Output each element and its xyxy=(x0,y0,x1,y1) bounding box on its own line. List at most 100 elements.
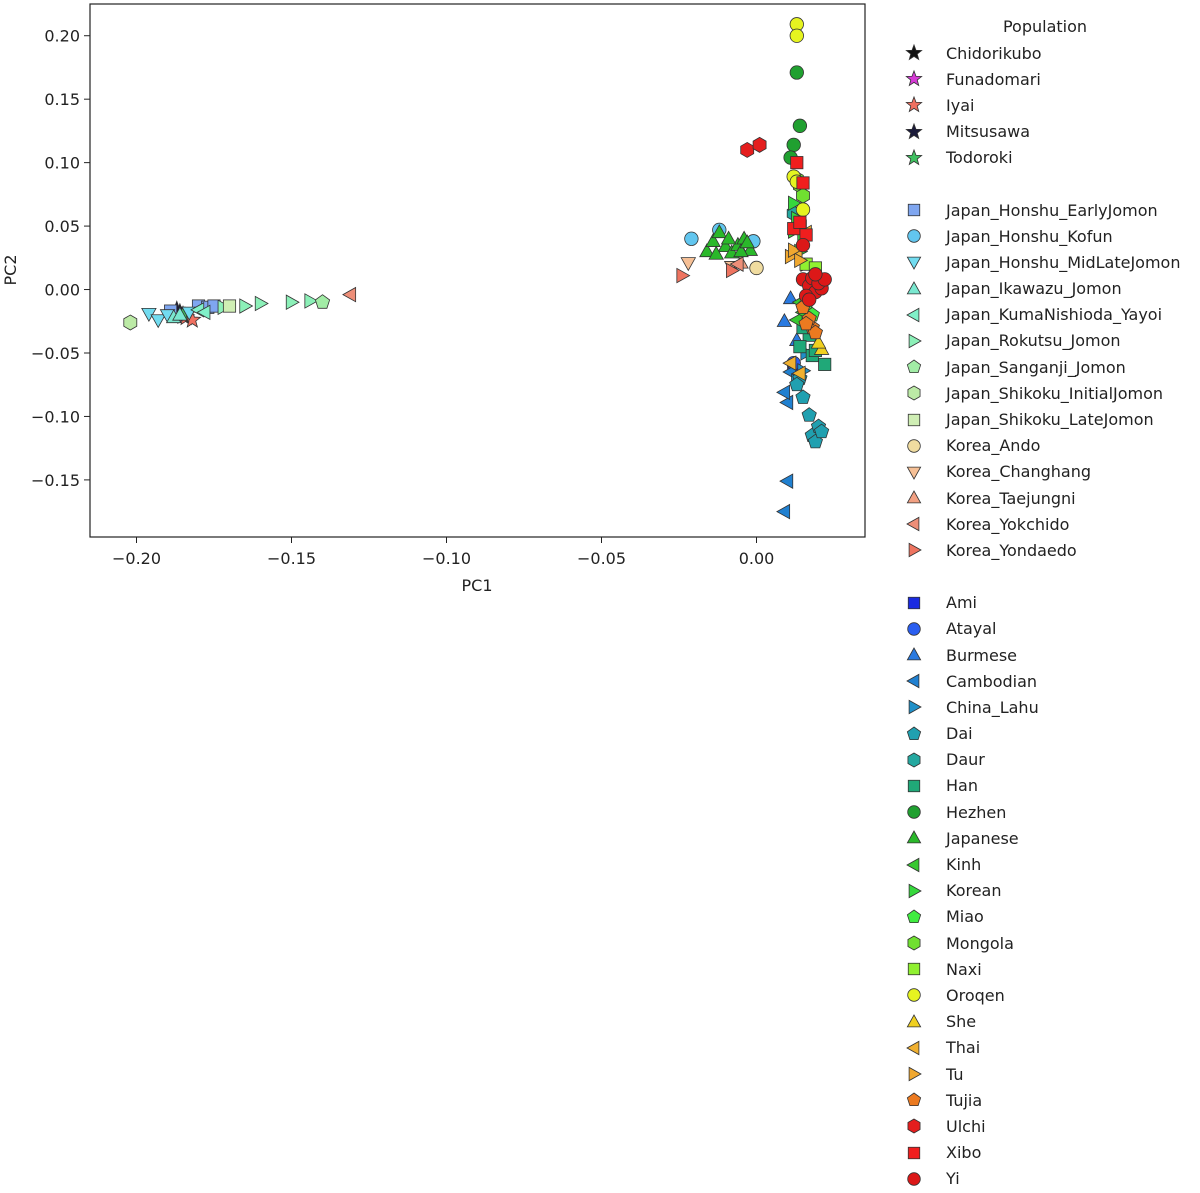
point-japanese-7 xyxy=(742,241,759,256)
legend-item-korea-ando: Korea_Ando xyxy=(900,433,1200,459)
y-tick-label-1: −0.10 xyxy=(31,407,80,426)
y-tick-label-5: 0.10 xyxy=(44,154,80,173)
legend-item-japan-honshu-midlatejomon: Japan_Honshu_MidLateJomon xyxy=(900,249,1200,275)
legend-item-burmese: Burmese xyxy=(900,642,1200,668)
x-axis-label: PC1 xyxy=(462,576,493,595)
legend-item-atayal: Atayal xyxy=(900,616,1200,642)
legend-item-korea-yokchido: Korea_Yokchido xyxy=(900,511,1200,537)
legend-label: She xyxy=(946,1012,977,1032)
legend-label: Japan_KumaNishioda_Yayoi xyxy=(946,305,1163,325)
legend-label: Tujia xyxy=(946,1090,983,1110)
legend-label: Daur xyxy=(946,750,985,770)
point-japan-shikoku-latejomon-0 xyxy=(222,299,237,313)
legend-marker-china-lahu xyxy=(908,700,922,715)
legend-label: Korea_Taejungni xyxy=(946,488,1076,508)
y-tick-label-0: −0.15 xyxy=(31,471,80,490)
legend-item-funadomari: Funadomari xyxy=(900,66,1200,92)
legend-marker-she xyxy=(906,1013,922,1027)
legend-marker-todoroki xyxy=(905,148,923,166)
legend-label: Thai xyxy=(946,1038,981,1058)
legend-label: China_Lahu xyxy=(946,697,1039,717)
legend-marker-japan-honshu-midlatejomon xyxy=(906,257,922,271)
legend-item-she: She xyxy=(900,1009,1200,1035)
legend-item-miao: Miao xyxy=(900,904,1200,930)
legend-item-han: Han xyxy=(900,773,1200,799)
legend-item-japan-honshu-kofun: Japan_Honshu_Kofun xyxy=(900,223,1200,249)
plot-frame xyxy=(89,3,866,538)
legend-marker-chidorikubo xyxy=(905,43,923,61)
point-japanese-8 xyxy=(708,245,725,260)
legend-marker-burmese xyxy=(906,647,922,661)
legend-label: Tu xyxy=(946,1064,964,1084)
point-thai-0 xyxy=(782,355,797,371)
point-japanese-1 xyxy=(705,232,721,247)
legend-title: Population xyxy=(1002,17,1088,36)
legend-label: Japan_Shikoku_LateJomon xyxy=(946,410,1154,430)
legend-label: Kinh xyxy=(946,855,982,875)
legend-marker-japan-honshu-earlyjomon xyxy=(907,203,921,217)
legend-label: Japan_Honshu_MidLateJomon xyxy=(946,252,1181,272)
pca-scatter-chart: −0.20 −0.15 −0.10 −0.05 0.00 −0.15 −0.10 −0.05 0… xyxy=(1,3,866,595)
legend-marker-funadomari xyxy=(905,70,923,87)
legend-label: Japan_Sanganji_Jomon xyxy=(946,357,1126,377)
point-japanese-9 xyxy=(720,230,737,245)
legend-item-korea-changhang: Korea_Changhang xyxy=(900,459,1200,485)
legend-item-daur: Daur xyxy=(900,747,1200,773)
point-dai-4 xyxy=(801,407,817,422)
legend-item-ami: Ami xyxy=(900,590,1200,616)
y-tick-label-7: 0.20 xyxy=(44,27,80,46)
legend-marker-tu xyxy=(908,1066,922,1082)
legend-marker-mongola xyxy=(907,935,921,951)
legend-label: Korea_Yondaedo xyxy=(946,540,1077,560)
y-tick-label-4: 0.05 xyxy=(44,217,80,236)
x-tick-label-1: −0.15 xyxy=(267,549,316,568)
legend-label: Cambodian xyxy=(946,671,1038,691)
point-tu-2 xyxy=(788,242,803,259)
legend-marker-mitsusawa xyxy=(905,122,923,140)
point-tu-1 xyxy=(794,252,809,269)
y-tick-label-2: −0.05 xyxy=(31,344,80,363)
legend-marker-ulchi xyxy=(907,1118,921,1134)
point-japan-rokutsu-jomon-2 xyxy=(254,295,269,312)
legend-items: Chidorikubo Funadomari Iyai Mitsusawa Todoro… xyxy=(900,40,1200,1192)
point-japan-shikoku-initialjomon-0 xyxy=(123,314,138,331)
point-dai-5 xyxy=(795,389,811,404)
legend-marker-japan-sanganji-jomon xyxy=(906,359,922,374)
legend-item-naxi: Naxi xyxy=(900,956,1200,982)
legend-marker-japan-shikoku-latejomon xyxy=(907,413,921,426)
point-hezhen-1 xyxy=(792,118,808,133)
legend-marker-thai xyxy=(906,1040,920,1056)
legend-marker-naxi xyxy=(907,963,921,976)
point-cambodian-3 xyxy=(776,384,791,401)
legend-marker-tujia xyxy=(906,1092,922,1107)
point-thai-1 xyxy=(791,365,806,382)
legend-item-oroqen: Oroqen xyxy=(900,982,1200,1008)
point-japan-sanganji-jomon-0 xyxy=(314,294,331,309)
legend-label: Japanese xyxy=(946,828,1019,848)
legend-label: Korean xyxy=(946,881,1002,901)
point-yi-9 xyxy=(795,237,811,253)
point-korea-yondaedo-1 xyxy=(726,262,741,279)
legend-marker-daur xyxy=(907,752,921,768)
point-yi-8 xyxy=(802,292,817,307)
legend-marker-atayal xyxy=(907,622,921,636)
legend-marker-japan-honshu-kofun xyxy=(907,229,921,243)
y-tick-label-6: 0.15 xyxy=(44,90,80,109)
legend-label: Han xyxy=(946,776,978,796)
legend-label: Korea_Yokchido xyxy=(946,514,1070,534)
legend-label: Japan_Ikawazu_Jomon xyxy=(946,279,1122,299)
legend-item-japan-ikawazu-jomon: Japan_Ikawazu_Jomon xyxy=(900,276,1200,302)
legend-item-japan-kumanishioda-yayoi: Japan_KumaNishioda_Yayoi xyxy=(900,302,1200,328)
legend-label: Yi xyxy=(946,1169,960,1189)
point-japan-rokutsu-jomon-3 xyxy=(285,294,300,311)
legend-gap xyxy=(900,564,1200,590)
point-japan-rokutsu-jomon-1 xyxy=(239,298,254,314)
legend-item-japan-honshu-earlyjomon: Japan_Honshu_EarlyJomon xyxy=(900,197,1200,223)
legend-marker-xibo xyxy=(907,1146,921,1159)
legend-label: Naxi xyxy=(946,959,982,979)
point-hezhen-0 xyxy=(789,65,804,80)
axis-ticks: −0.20 −0.15 −0.10 −0.05 0.00 −0.15 −0.10 −0.05 0… xyxy=(31,27,774,568)
point-cambodian-1 xyxy=(779,473,794,489)
point-japanese-10 xyxy=(733,243,749,258)
legend-label: Xibo xyxy=(946,1143,982,1163)
